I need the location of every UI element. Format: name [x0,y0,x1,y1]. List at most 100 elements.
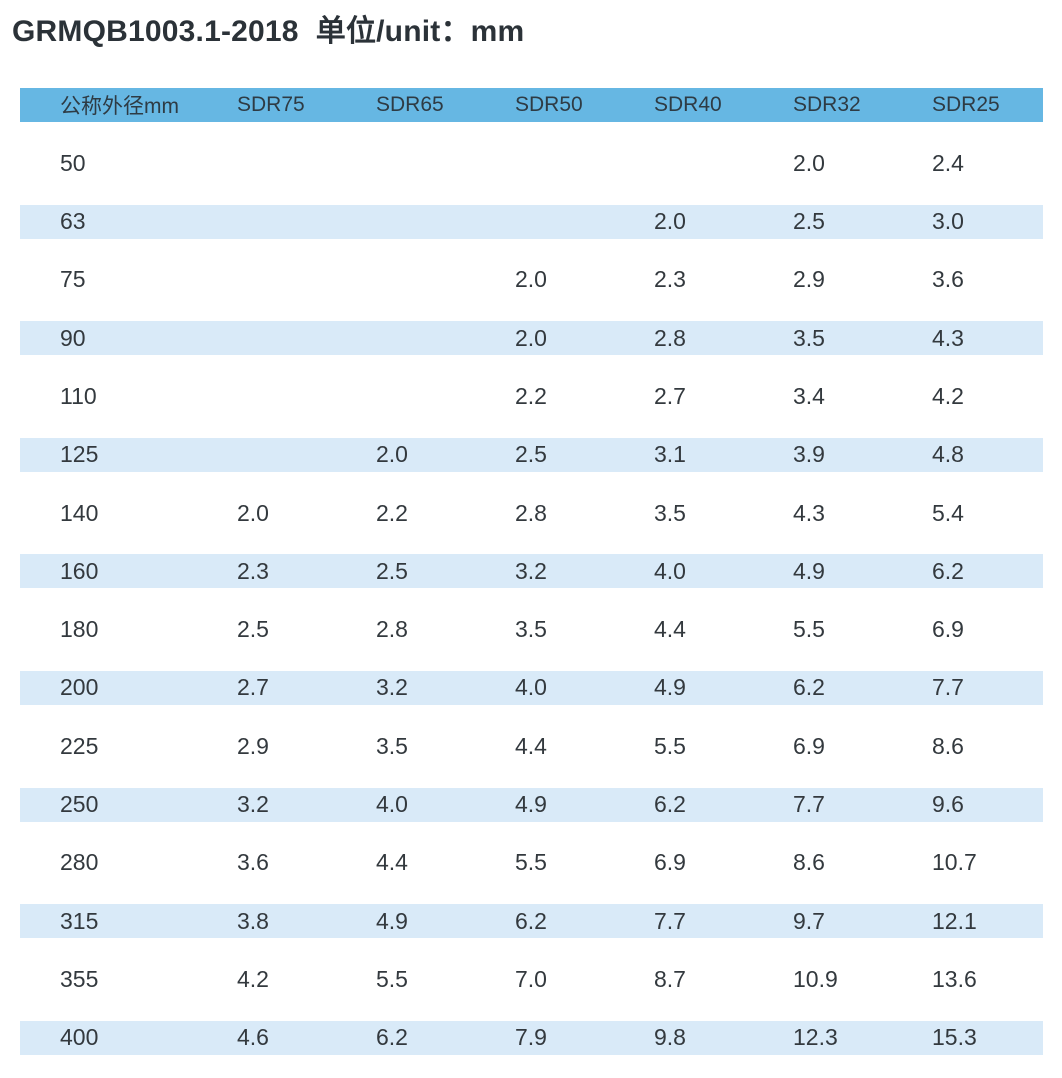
table-row: 280 3.6 4.4 5.5 6.9 8.6 10.7 [20,846,1043,880]
value-cell: 2.0 [515,324,547,351]
value-cell: 6.9 [654,849,686,876]
value-cell: 2.2 [515,382,547,409]
value-cell: 2.7 [237,674,269,701]
diameter-cell: 75 [60,266,86,293]
value-cell: 4.9 [376,907,408,934]
value-cell: 3.5 [376,732,408,759]
value-cell: 4.3 [932,324,964,351]
value-cell: 3.0 [932,208,964,235]
diameter-cell: 225 [60,732,99,759]
column-header-sdr40: SDR40 [654,93,722,116]
value-cell: 2.3 [654,266,686,293]
value-cell: 4.9 [515,791,547,818]
value-cell: 5.5 [793,616,825,643]
value-cell: 2.7 [654,382,686,409]
value-cell: 6.2 [654,791,686,818]
value-cell: 2.9 [237,732,269,759]
table-row: 180 2.5 2.8 3.5 4.4 5.5 6.9 [20,613,1043,647]
column-header-sdr65: SDR65 [376,93,444,116]
diameter-cell: 125 [60,441,99,468]
value-cell: 6.9 [932,616,964,643]
value-cell: 5.5 [515,849,547,876]
page-title: GRMQB1003.1-2018 单位/unit：mm [12,15,525,48]
value-cell: 7.7 [654,907,686,934]
value-cell: 3.5 [793,324,825,351]
value-cell: 3.6 [932,266,964,293]
value-cell: 2.0 [515,266,547,293]
value-cell: 4.2 [932,382,964,409]
value-cell: 3.1 [654,441,686,468]
value-cell: 12.3 [793,1024,838,1051]
value-cell: 5.5 [654,732,686,759]
value-cell: 2.0 [793,149,825,176]
value-cell: 7.0 [515,965,547,992]
value-cell: 5.4 [932,499,964,526]
diameter-cell: 200 [60,674,99,701]
value-cell: 9.7 [793,907,825,934]
value-cell: 2.5 [793,208,825,235]
value-cell: 8.7 [654,965,686,992]
value-cell: 9.8 [654,1024,686,1051]
value-cell: 2.0 [654,208,686,235]
value-cell: 13.6 [932,965,977,992]
value-cell: 2.3 [237,557,269,584]
diameter-cell: 280 [60,849,99,876]
value-cell: 5.5 [376,965,408,992]
value-cell: 3.4 [793,382,825,409]
value-cell: 10.7 [932,849,977,876]
value-cell: 9.6 [932,791,964,818]
diameter-cell: 315 [60,907,99,934]
table-row: 75 2.0 2.3 2.9 3.6 [20,263,1043,297]
table-row: 160 2.3 2.5 3.2 4.0 4.9 6.2 [20,554,1043,589]
diameter-cell: 140 [60,499,99,526]
value-cell: 4.4 [654,616,686,643]
table-row: 50 2.0 2.4 [20,146,1043,180]
column-header-sdr50: SDR50 [515,93,583,116]
table-body: 50 2.0 2.4 63 2.0 2.5 3.0 75 2.0 2.3 2.9 3.6 90 2.0 2.… [20,146,1043,1055]
value-cell: 10.9 [793,965,838,992]
diameter-cell: 180 [60,616,99,643]
table-row: 63 2.0 2.5 3.0 [20,204,1043,239]
table-row: 225 2.9 3.5 4.4 5.5 6.9 8.6 [20,729,1043,763]
diameter-cell: 63 [60,208,86,235]
value-cell: 15.3 [932,1024,977,1051]
value-cell: 3.6 [237,849,269,876]
value-cell: 8.6 [932,732,964,759]
value-cell: 2.0 [237,499,269,526]
value-cell: 4.2 [237,965,269,992]
spec-table: 公称外径mm SDR75 SDR65 SDR50 SDR40 SDR32 SDR25 50 2… [20,88,1043,1055]
value-cell: 2.8 [515,499,547,526]
column-header-sdr75: SDR75 [237,93,305,116]
value-cell: 3.8 [237,907,269,934]
table-row: 315 3.8 4.9 6.2 7.7 9.7 12.1 [20,904,1043,939]
value-cell: 4.9 [654,674,686,701]
value-cell: 4.4 [376,849,408,876]
value-cell: 12.1 [932,907,977,934]
diameter-cell: 400 [60,1024,99,1051]
value-cell: 6.2 [932,557,964,584]
column-header-sdr25: SDR25 [932,93,1000,116]
value-cell: 4.6 [237,1024,269,1051]
value-cell: 2.2 [376,499,408,526]
value-cell: 2.0 [376,441,408,468]
column-header-diameter: 公称外径mm [60,95,179,118]
value-cell: 2.8 [376,616,408,643]
diameter-cell: 160 [60,557,99,584]
value-cell: 3.5 [515,616,547,643]
value-cell: 4.8 [932,441,964,468]
value-cell: 2.5 [376,557,408,584]
value-cell: 6.2 [793,674,825,701]
value-cell: 3.2 [237,791,269,818]
table-row: 125 2.0 2.5 3.1 3.9 4.8 [20,437,1043,472]
value-cell: 2.5 [515,441,547,468]
value-cell: 2.8 [654,324,686,351]
table-row: 140 2.0 2.2 2.8 3.5 4.3 5.4 [20,496,1043,530]
table-row: 200 2.7 3.2 4.0 4.9 6.2 7.7 [20,670,1043,705]
table-header-row: 公称外径mm SDR75 SDR65 SDR50 SDR40 SDR32 SDR25 [20,88,1043,122]
value-cell: 7.9 [515,1024,547,1051]
value-cell: 3.2 [376,674,408,701]
value-cell: 6.2 [515,907,547,934]
value-cell: 8.6 [793,849,825,876]
table-row: 110 2.2 2.7 3.4 4.2 [20,379,1043,413]
